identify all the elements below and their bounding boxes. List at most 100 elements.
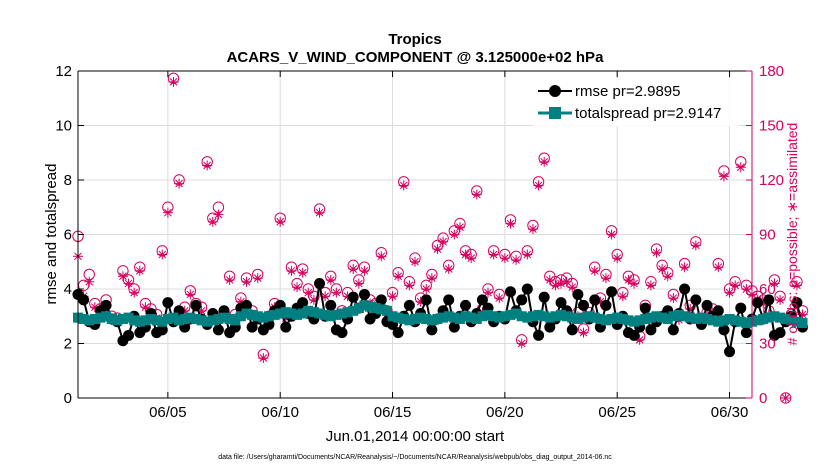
obs-assimilated-marker (297, 267, 308, 278)
totalspread-point (224, 313, 235, 324)
totalspread-point (561, 311, 572, 322)
rmse-point (375, 294, 387, 306)
obs-assimilated-marker (662, 271, 673, 282)
totalspread-point (162, 313, 173, 324)
totalspread-point (112, 315, 123, 326)
totalspread-point (696, 312, 707, 323)
obs-assimilated-marker (387, 291, 398, 302)
rmse-point (190, 299, 202, 311)
right-y-tick-label: 180 (759, 63, 784, 80)
rmse-point (578, 299, 589, 311)
obs-assimilated-marker (600, 273, 611, 284)
totalspread-point (157, 316, 168, 327)
rmse-point (443, 294, 455, 306)
totalspread-point (494, 312, 505, 323)
totalspread-point (292, 309, 303, 320)
rmse-point (679, 283, 691, 295)
rmse-point (774, 327, 786, 339)
totalspread-point (123, 312, 134, 323)
rmse-point (280, 321, 292, 333)
obs-assimilated-marker (533, 180, 544, 191)
totalspread-point (365, 301, 376, 312)
totalspread-point (213, 313, 224, 324)
totalspread-point (752, 315, 763, 326)
obs-assimilated-marker (426, 273, 437, 284)
totalspread-point (786, 315, 797, 326)
obs-assimilated-marker (207, 216, 218, 227)
totalspread-point (499, 311, 510, 322)
obs-assimilated-marker (404, 280, 415, 291)
totalspread-point (179, 313, 190, 324)
chart-subtitle: ACARS_V_WIND_COMPONENT @ 3.125000e+02 hP… (227, 49, 605, 66)
totalspread-point (286, 308, 297, 319)
totalspread-point (190, 313, 201, 324)
obs-assimilated-marker (224, 274, 235, 285)
totalspread-point (668, 311, 679, 322)
totalspread-point (471, 313, 482, 324)
totalspread-point (438, 312, 449, 323)
rmse-point (78, 294, 90, 306)
rmse-point (735, 302, 747, 314)
series-layer (72, 278, 809, 358)
totalspread-point (421, 313, 432, 324)
obs-assimilated-marker (679, 262, 690, 273)
rmse-point (162, 297, 174, 309)
totalspread-point (724, 313, 735, 324)
obs-assimilated-marker (258, 353, 269, 364)
rmse-point (212, 324, 224, 336)
x-axis-label: Jun.01,2014 00:00:00 start (326, 428, 505, 445)
rmse-point (667, 324, 679, 336)
obs-assimilated-marker (488, 249, 499, 260)
rmse-point (566, 324, 578, 336)
totalspread-point (763, 312, 774, 323)
totalspread-point (454, 313, 465, 324)
totalspread-point (275, 308, 286, 319)
totalspread-point (516, 311, 527, 322)
obs-assimilated-marker (303, 287, 314, 298)
rmse-point (712, 305, 724, 317)
totalspread-point (483, 309, 494, 320)
totalspread-point (572, 313, 583, 324)
totalspread-point (146, 313, 157, 324)
obs-assimilated-marker (84, 276, 95, 287)
totalspread-point (404, 315, 415, 326)
obs-assimilated-marker (168, 76, 179, 87)
rmse-point (544, 321, 556, 333)
obs-assimilated-marker (718, 171, 729, 182)
obs-assimilated-marker (690, 240, 701, 251)
totalspread-point (84, 315, 95, 326)
rmse-point (538, 291, 550, 303)
totalspread-point (252, 311, 263, 322)
rmse-point (403, 299, 415, 311)
obs-assimilated-marker (567, 282, 578, 293)
totalspread-point (202, 316, 213, 327)
obs-assimilated-marker (449, 229, 460, 240)
obs-assimilated-marker (612, 253, 623, 264)
totalspread-point (477, 311, 488, 322)
totalspread-point (617, 313, 628, 324)
obs-assimilated-marker (713, 262, 724, 273)
totalspread-point (797, 318, 808, 329)
right-y-tick-label: 30 (759, 336, 776, 353)
rmse-point (752, 297, 764, 309)
x-tick-label: 06/05 (149, 404, 187, 421)
obs-assimilated-marker (421, 284, 432, 294)
totalspread-point (353, 303, 364, 314)
obs-assimilated-marker (735, 162, 746, 173)
totalspread-point (241, 308, 252, 319)
obs-assimilated-marker (123, 278, 134, 289)
obs-assimilated-marker (134, 265, 145, 276)
rmse-point (123, 329, 135, 341)
obs-assimilated-marker (775, 294, 786, 305)
obs-assimilated-marker (348, 264, 359, 275)
obs-assimilated-marker (443, 264, 454, 275)
totalspread-point (791, 316, 802, 327)
rmse-point (639, 302, 651, 314)
left-y-tick-label: 8 (64, 172, 72, 189)
x-tick-label: 06/15 (374, 404, 412, 421)
obs-assimilated-marker (376, 251, 387, 262)
left-y-tick-label: 0 (64, 390, 72, 407)
totalspread-point (376, 304, 387, 315)
totalspread-point (89, 313, 100, 324)
